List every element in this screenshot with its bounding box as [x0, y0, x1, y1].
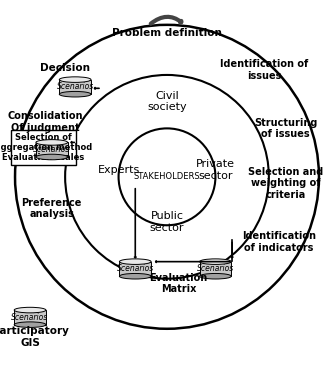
Ellipse shape	[120, 259, 151, 264]
Text: Decision: Decision	[40, 63, 90, 73]
Text: Civil
society: Civil society	[147, 91, 187, 112]
Bar	[36, 143, 68, 157]
Ellipse shape	[200, 273, 231, 279]
Text: Selection and
weighting of
criteria: Selection and weighting of criteria	[248, 167, 323, 200]
Text: Selection of
aggregation method
Evaluation scales: Selection of aggregation method Evaluati…	[0, 133, 92, 162]
Ellipse shape	[14, 322, 46, 328]
Bar	[59, 80, 91, 94]
Bar	[14, 310, 46, 325]
Ellipse shape	[14, 307, 46, 313]
Ellipse shape	[200, 259, 231, 264]
Text: Participatory
GIS: Participatory GIS	[0, 326, 68, 348]
Text: Structuring
of issues: Structuring of issues	[254, 118, 317, 139]
Circle shape	[119, 129, 215, 225]
Text: Public
sector: Public sector	[150, 211, 184, 233]
Text: Scenarios: Scenarios	[33, 145, 70, 154]
Circle shape	[65, 75, 269, 279]
Ellipse shape	[59, 92, 91, 97]
Ellipse shape	[120, 273, 151, 279]
Ellipse shape	[36, 139, 68, 145]
Text: Preference
analysis: Preference analysis	[22, 198, 82, 219]
Text: Identification
of indicators: Identification of indicators	[242, 231, 316, 253]
Text: Evaluation
Matrix: Evaluation Matrix	[150, 273, 208, 294]
Text: Scenarios: Scenarios	[56, 83, 94, 91]
Text: Problem definition: Problem definition	[112, 28, 222, 38]
Text: STAKEHOLDERS: STAKEHOLDERS	[134, 172, 200, 181]
FancyBboxPatch shape	[11, 130, 76, 165]
Text: Experts: Experts	[98, 165, 140, 175]
Text: Scenarios: Scenarios	[197, 264, 234, 273]
Ellipse shape	[36, 154, 68, 160]
Text: Private
sector: Private sector	[196, 159, 235, 181]
Bar	[120, 262, 151, 276]
Text: Scenarios: Scenarios	[11, 313, 49, 322]
Text: Consolidation
Of judgment: Consolidation Of judgment	[7, 111, 83, 132]
Ellipse shape	[59, 77, 91, 83]
Circle shape	[15, 25, 319, 329]
Text: Identification of
issues: Identification of issues	[220, 59, 308, 81]
Bar	[200, 262, 231, 276]
Text: Scenarios: Scenarios	[117, 264, 154, 273]
